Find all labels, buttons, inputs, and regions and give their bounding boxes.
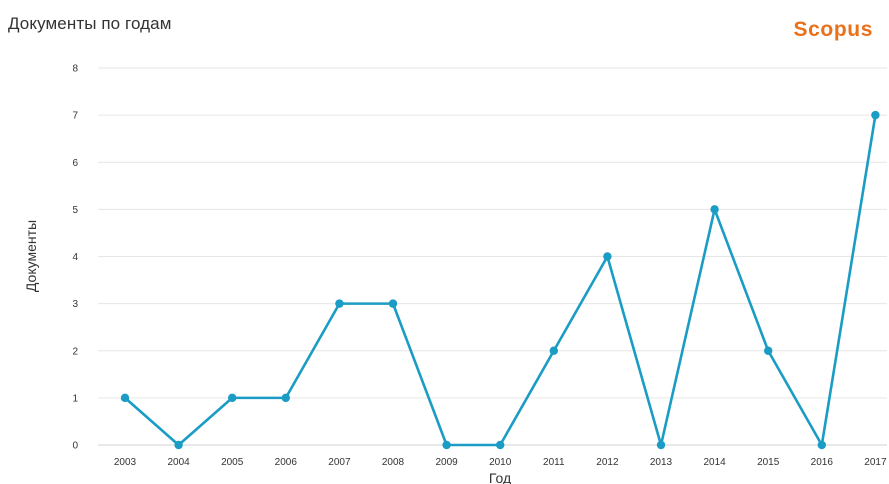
data-point <box>710 205 719 214</box>
y-tick-label: 0 <box>72 441 78 452</box>
x-tick-label: 2011 <box>543 457 565 468</box>
x-tick-label: 2013 <box>650 457 673 468</box>
data-point <box>549 346 558 355</box>
x-tick-label: 2006 <box>275 457 298 468</box>
y-tick-label: 7 <box>72 111 78 122</box>
x-tick-label: 2008 <box>382 457 405 468</box>
data-point <box>228 393 237 403</box>
data-point <box>871 110 880 120</box>
y-tick-label: 5 <box>72 205 78 216</box>
x-tick-label: 2005 <box>221 457 244 468</box>
x-tick-label: 2015 <box>757 457 780 468</box>
y-tick-label: 8 <box>72 64 78 75</box>
y-tick-label: 6 <box>72 158 78 169</box>
data-point <box>817 440 826 450</box>
y-axis-title: Документы <box>23 220 39 292</box>
data-point <box>442 440 451 450</box>
y-tick-label: 1 <box>72 393 78 404</box>
series-line <box>123 113 877 447</box>
data-point <box>764 346 773 355</box>
scopus-logo: Scopus <box>793 18 873 41</box>
x-axis-ticks: 2003 2004 2005 2006 2007 2008 2009 2010 2011 2012… <box>114 457 887 468</box>
data-series <box>120 110 880 450</box>
y-tick-label: 3 <box>72 299 78 310</box>
x-axis-title: Год <box>489 470 511 484</box>
data-point <box>496 440 505 450</box>
x-tick-label: 2009 <box>435 457 458 468</box>
data-point <box>335 299 344 308</box>
x-tick-label: 2003 <box>114 457 137 468</box>
x-tick-label: 2010 <box>489 457 512 468</box>
y-tick-label: 2 <box>72 346 78 357</box>
chart-title: Документы по годам <box>8 14 172 33</box>
x-tick-label: 2004 <box>167 457 190 468</box>
data-point <box>656 440 666 450</box>
y-tick-label: 4 <box>72 252 78 263</box>
data-point <box>603 252 612 261</box>
x-tick-label: 2017 <box>864 457 887 468</box>
data-point <box>388 299 398 308</box>
y-axis-ticks: 0 1 2 3 4 5 6 7 8 <box>72 64 78 452</box>
x-tick-label: 2016 <box>811 457 834 468</box>
x-tick-label: 2012 <box>596 457 619 468</box>
x-tick-label: 2014 <box>703 457 726 468</box>
x-tick-label: 2007 <box>328 457 351 468</box>
data-point <box>174 440 183 450</box>
data-point <box>281 393 290 403</box>
grid-lines <box>98 67 887 446</box>
data-point <box>120 393 130 403</box>
